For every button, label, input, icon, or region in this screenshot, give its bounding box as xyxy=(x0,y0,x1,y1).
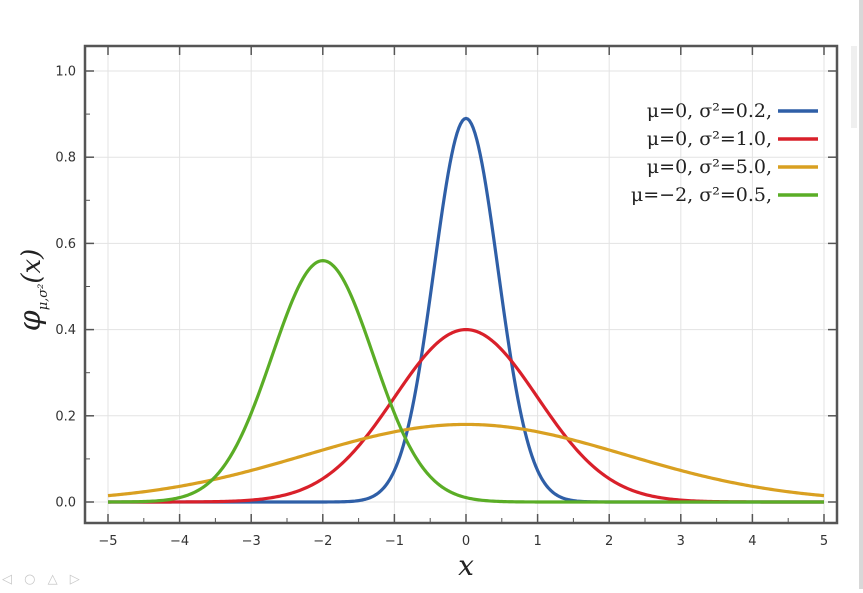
series-line-3 xyxy=(108,259,824,504)
x-tick-label: 4 xyxy=(748,534,756,549)
x-tick-label: 5 xyxy=(820,534,828,549)
overlay-control-icons: ◁ ○ △ ▷ xyxy=(2,572,84,587)
x-tick-label: −1 xyxy=(385,534,404,549)
legend-label-2: μ=0, σ²=5.0, xyxy=(647,156,772,178)
scrollbar-thumb[interactable] xyxy=(851,46,857,128)
x-tick-label: 1 xyxy=(533,534,541,549)
legend-label-0: μ=0, σ²=0.2, xyxy=(647,100,772,122)
legend-label-3: μ=−2, σ²=0.5, xyxy=(631,184,772,206)
gridlines xyxy=(87,48,835,521)
y-axis-title: φμ,σ²(x) xyxy=(13,249,51,332)
x-axis-title: x xyxy=(458,549,474,582)
svg-text:φμ,σ²(x): φμ,σ²(x) xyxy=(13,249,51,332)
y-axis-title-arg: (x) xyxy=(17,249,47,284)
y-tick-label: 0.2 xyxy=(55,409,76,424)
y-tick-label: 0.6 xyxy=(55,237,76,252)
legend-label-1: μ=0, σ²=1.0, xyxy=(647,128,772,150)
x-ticks: −5 −4 −3 −2 −1 0 1 2 3 4 5 xyxy=(98,46,828,549)
y-tick-label: 0.4 xyxy=(55,323,76,338)
x-tick-label: −4 xyxy=(170,534,189,549)
y-tick-label: 0.0 xyxy=(55,496,76,511)
curves xyxy=(107,116,825,504)
y-axis-title-sub: μ,σ² xyxy=(36,284,51,311)
y-ticks: 0.0 0.2 0.4 0.6 0.8 1.0 xyxy=(55,65,837,511)
y-tick-label: 0.8 xyxy=(55,151,76,166)
x-tick-label: 3 xyxy=(677,534,685,549)
y-axis-title-main: φ xyxy=(13,310,48,331)
legend: μ=0, σ²=0.2, μ=0, σ²=1.0, μ=0, σ²=5.0, μ=−2… xyxy=(631,100,818,206)
x-tick-label: −2 xyxy=(313,534,332,549)
y-tick-label: 1.0 xyxy=(55,65,76,80)
x-tick-label: 2 xyxy=(605,534,613,549)
x-tick-label: −5 xyxy=(98,534,117,549)
scrollbar-track xyxy=(859,0,863,589)
x-tick-label: −3 xyxy=(242,534,261,549)
x-tick-label: 0 xyxy=(462,534,470,549)
series-line-2 xyxy=(107,422,825,498)
